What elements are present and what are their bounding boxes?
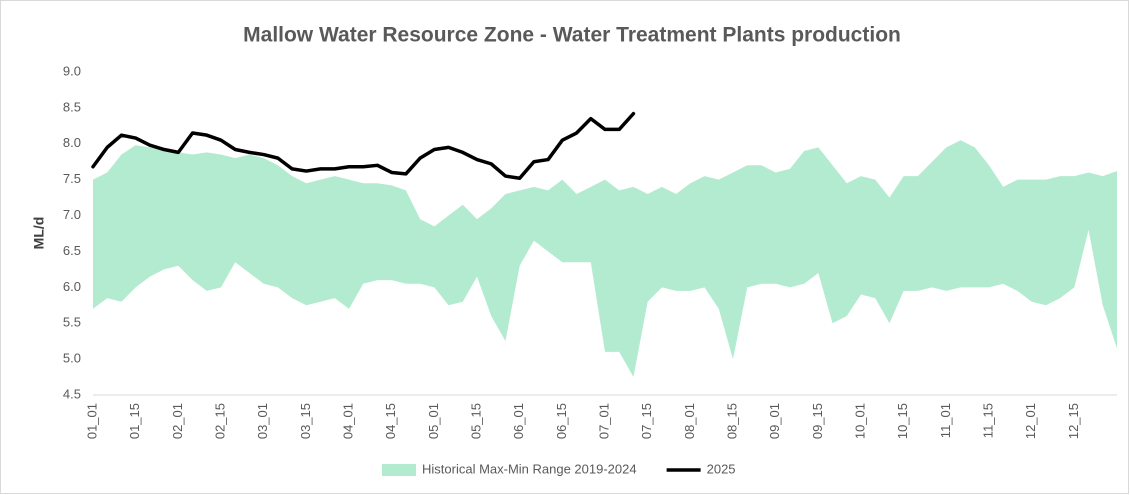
x-tick-label: 12_01	[1023, 403, 1038, 439]
x-tick-label: 06_15	[554, 403, 569, 439]
y-tick-label: 8.0	[63, 135, 81, 150]
y-tick-label: 8.5	[63, 99, 81, 114]
y-tick-label: 5.0	[63, 351, 81, 366]
chart-title: Mallow Water Resource Zone - Water Treat…	[243, 24, 901, 47]
x-tick-label: 06_01	[511, 403, 526, 439]
x-tick-label: 03_01	[255, 403, 270, 439]
x-tick-label: 05_01	[426, 403, 441, 439]
x-tick-label: 10_01	[852, 403, 867, 439]
y-tick-label: 9.0	[63, 63, 81, 78]
legend: Historical Max-Min Range 2019-2024 2025	[382, 461, 736, 476]
y-tick-label: 4.5	[63, 386, 81, 401]
y-axis-label: ML/d	[31, 217, 47, 250]
y-tick-label: 6.5	[63, 243, 81, 258]
x-tick-label: 10_15	[895, 403, 910, 439]
range-area	[93, 140, 1117, 378]
y-tick-label: 6.0	[63, 279, 81, 294]
x-tick-label: 08_01	[682, 403, 697, 439]
x-tick-label: 12_15	[1066, 403, 1081, 439]
y-tick-label: 7.0	[63, 207, 81, 222]
x-tick-label: 07_15	[639, 403, 654, 439]
x-tick-label: 11_01	[938, 403, 953, 438]
x-tick-label: 08_15	[724, 403, 739, 439]
x-tick-label: 05_15	[468, 403, 483, 439]
legend-swatch	[382, 464, 416, 476]
x-tick-label: 01_01	[84, 403, 99, 439]
legend-label: Historical Max-Min Range 2019-2024	[422, 461, 637, 476]
x-tick-label: 09_15	[810, 403, 825, 439]
x-tick-label: 02_15	[212, 403, 227, 439]
line-2025	[91, 111, 636, 180]
x-tick-label: 11_15	[980, 403, 995, 438]
x-tick-label: 07_01	[596, 403, 611, 439]
legend-label: 2025	[707, 461, 736, 476]
y-tick-label: 5.5	[63, 315, 81, 330]
x-tick-label: 02_01	[170, 403, 185, 439]
x-tick-label: 01_15	[127, 403, 142, 439]
x-tick-label: 04_15	[383, 403, 398, 439]
x-tick-label: 04_01	[340, 403, 355, 439]
x-tick-label: 03_15	[298, 403, 313, 439]
y-tick-label: 7.5	[63, 171, 81, 186]
x-tick-label: 09_01	[767, 403, 782, 439]
